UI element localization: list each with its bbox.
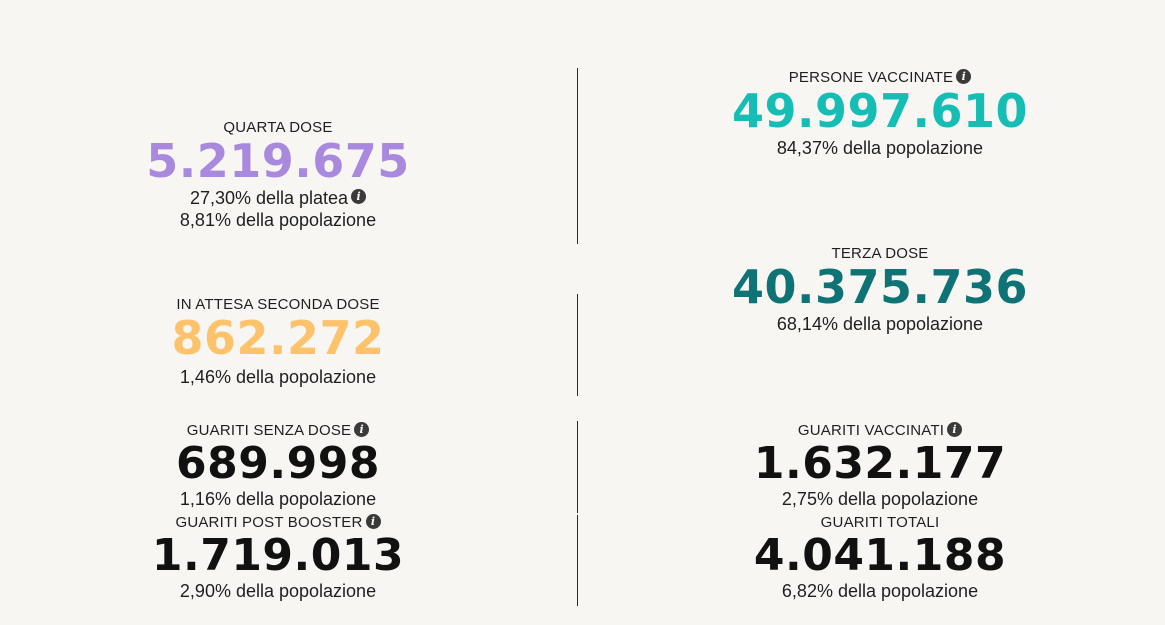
stat-value: 1.632.177 — [753, 438, 1007, 489]
stat-platea-percent: 27,30% della platea — [189, 188, 349, 208]
stat-attesa-seconda-dose: IN ATTESA SECONDA DOSE 862.272 1,46% del… — [58, 296, 498, 388]
stat-population-percent: 84,37% della popolazione — [776, 138, 984, 158]
divider-middle — [577, 294, 578, 396]
info-icon[interactable]: i — [947, 421, 963, 437]
stat-persone-vaccinate: PERSONE VACCINATE i 49.997.610 84,37% de… — [660, 68, 1100, 159]
stat-label: GUARITI VACCINATI — [797, 422, 945, 439]
stat-label: QUARTA DOSE — [223, 119, 333, 136]
stat-label: GUARITI SENZA DOSE — [186, 422, 352, 439]
stat-guariti-post-booster: GUARITI POST BOOSTER i 1.719.013 2,90% d… — [58, 513, 498, 602]
info-icon[interactable]: i — [956, 68, 972, 84]
stat-label: PERSONE VACCINATE — [788, 69, 954, 86]
stat-value: 49.997.610 — [731, 84, 1028, 138]
stat-value: 862.272 — [171, 311, 385, 365]
stat-label: GUARITI POST BOOSTER — [175, 514, 363, 531]
stat-quarta-dose: QUARTA DOSE 5.219.675 27,30% della plate… — [58, 119, 498, 231]
stat-guariti-vaccinati: GUARITI VACCINATI i 1.632.177 2,75% dell… — [660, 421, 1100, 510]
stat-guariti-totali: GUARITI TOTALI 4.041.188 6,82% della pop… — [660, 514, 1100, 602]
stat-label: GUARITI TOTALI — [820, 514, 940, 531]
divider-bottom-1 — [577, 421, 578, 513]
stat-label: IN ATTESA SECONDA DOSE — [176, 296, 380, 313]
stat-value: 40.375.736 — [731, 260, 1028, 314]
stat-terza-dose: TERZA DOSE 40.375.736 68,14% della popol… — [660, 245, 1100, 335]
stat-population-percent: 2,75% della popolazione — [781, 489, 979, 509]
info-icon[interactable]: i — [365, 513, 381, 529]
info-icon[interactable]: i — [354, 421, 370, 437]
stat-population-percent: 1,46% della popolazione — [179, 367, 377, 387]
stat-value: 4.041.188 — [753, 530, 1007, 581]
divider-top — [577, 68, 578, 244]
divider-bottom-2 — [577, 515, 578, 606]
stat-population-percent: 6,82% della popolazione — [781, 581, 979, 601]
stat-value: 689.998 — [176, 438, 380, 489]
info-icon[interactable]: i — [351, 188, 367, 204]
stat-population-percent: 1,16% della popolazione — [179, 489, 377, 509]
stat-population-percent: 8,81% della popolazione — [179, 210, 377, 230]
stat-population-percent: 68,14% della popolazione — [776, 314, 984, 334]
stat-value: 1.719.013 — [151, 530, 405, 581]
stat-guariti-senza-dose: GUARITI SENZA DOSE i 689.998 1,16% della… — [58, 421, 498, 510]
stat-label: TERZA DOSE — [831, 245, 929, 262]
stat-population-percent: 2,90% della popolazione — [179, 581, 377, 601]
stat-value: 5.219.675 — [146, 134, 410, 188]
